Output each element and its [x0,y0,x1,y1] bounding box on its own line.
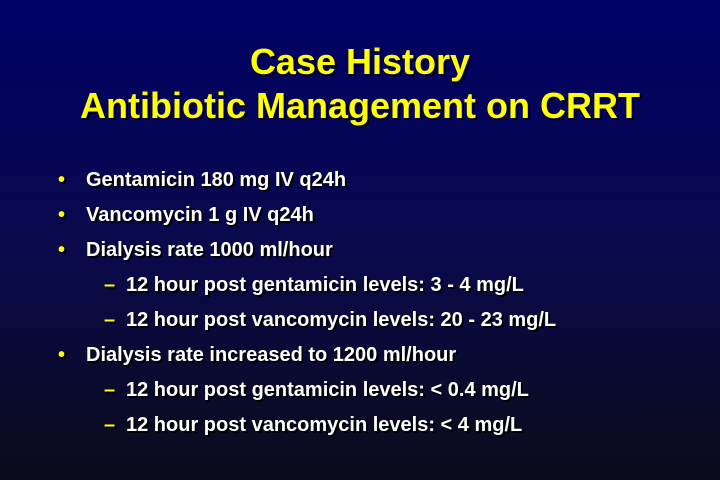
dash-glyph: – [104,274,116,296]
sub-bullet-item: – 12 hour post gentamicin levels: 3 - 4 … [58,268,698,303]
dash-glyph: – [104,414,116,436]
sub-bullet-text: 12 hour post gentamicin levels: 3 - 4 mg… [126,274,524,296]
dash-glyph: – [104,309,116,331]
title-line-2: Antibiotic Management on CRRT [80,85,640,126]
bullet-text: Gentamicin 180 mg IV q24h [86,169,347,191]
bullet-list: • Gentamicin 180 mg IV q24h • Vancomycin… [58,163,698,443]
sub-bullet-text: 12 hour post gentamicin levels: < 0.4 mg… [126,379,529,401]
bullet-item: • Gentamicin 180 mg IV q24h [58,163,698,198]
bullet-item: • Dialysis rate increased to 1200 ml/hou… [58,338,698,373]
dash-glyph: – [104,379,116,401]
slide-title: Case History Antibiotic Management on CR… [0,40,720,128]
bullet-glyph: • [58,169,66,191]
sub-bullet-text: 12 hour post vancomycin levels: 20 - 23 … [126,309,557,331]
sub-bullet-item: – 12 hour post vancomycin levels: 20 - 2… [58,303,698,338]
sub-bullet-text: 12 hour post vancomycin levels: < 4 mg/L [126,414,523,436]
bullet-glyph: • [58,239,66,261]
bullet-glyph: • [58,204,66,226]
sub-bullet-item: – 12 hour post vancomycin levels: < 4 mg… [58,408,698,443]
title-line-1: Case History [249,41,471,82]
bullet-text: Dialysis rate increased to 1200 ml/hour [86,344,457,366]
bullet-glyph: • [58,344,66,366]
bullet-text: Vancomycin 1 g IV q24h [86,204,314,226]
bullet-item: • Dialysis rate 1000 ml/hour [58,233,698,268]
bullet-text: Dialysis rate 1000 ml/hour [86,239,333,261]
sub-bullet-item: – 12 hour post gentamicin levels: < 0.4 … [58,373,698,408]
bullet-item: • Vancomycin 1 g IV q24h [58,198,698,233]
